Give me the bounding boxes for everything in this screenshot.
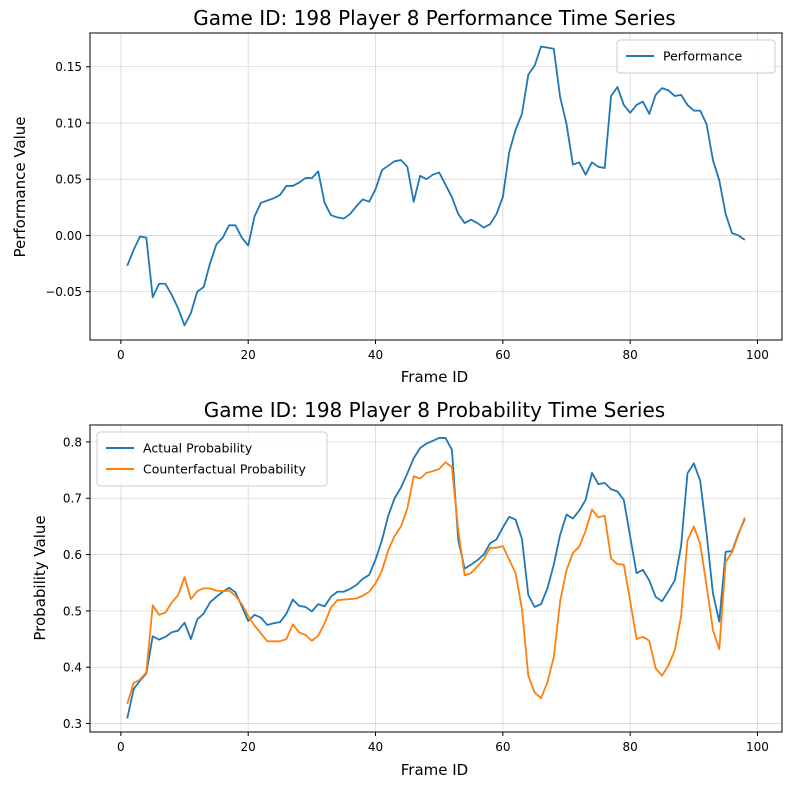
performance-x-tick-label: 20 bbox=[241, 348, 256, 362]
performance-y-tick-label: 0.05 bbox=[55, 173, 82, 187]
performance-line bbox=[126, 45, 746, 327]
counterfactual-probability-legend-label: Counterfactual Probability bbox=[143, 462, 306, 477]
performance-y-tick-label: 0.15 bbox=[55, 60, 82, 74]
probability-y-axis-label: Probability Value bbox=[31, 515, 49, 640]
probability-x-tick-label: 40 bbox=[368, 740, 383, 754]
performance-chart-panel: Game ID: 198 Player 8 Performance Time S… bbox=[11, 6, 783, 386]
performance-legend-label: Performance bbox=[663, 49, 743, 64]
performance-y-tick-label: −0.05 bbox=[45, 285, 82, 299]
probability-x-tick-label: 80 bbox=[623, 740, 638, 754]
probability-y-tick-label: 0.8 bbox=[63, 435, 82, 449]
performance-chart-title: Game ID: 198 Player 8 Performance Time S… bbox=[193, 6, 675, 30]
performance-ticks: 0 20 40 60 80 100 −0.05 0.00 0.05 0.10 0.15 bbox=[45, 60, 769, 362]
probability-x-tick-label: 100 bbox=[746, 740, 769, 754]
performance-legend: Performance bbox=[616, 39, 776, 74]
probability-y-tick-label: 0.3 bbox=[63, 717, 82, 731]
probability-legend-box bbox=[96, 431, 328, 487]
probability-chart-title: Game ID: 198 Player 8 Probability Time S… bbox=[204, 398, 665, 422]
performance-y-tick-label: 0.10 bbox=[55, 116, 82, 130]
actual-probability-line bbox=[126, 437, 746, 719]
probability-x-tick-label: 20 bbox=[241, 740, 256, 754]
probability-y-tick-label: 0.6 bbox=[63, 548, 82, 562]
performance-x-axis-label: Frame ID bbox=[401, 368, 468, 386]
counterfactual-probability-line bbox=[126, 461, 746, 705]
probability-y-tick-label: 0.4 bbox=[63, 661, 82, 675]
probability-y-tick-label: 0.5 bbox=[63, 604, 82, 618]
probability-chart-panel: Game ID: 198 Player 8 Probability Time S… bbox=[31, 398, 783, 779]
probability-legend: Actual Probability Counterfactual Probabi… bbox=[96, 431, 328, 487]
probability-plot-frame bbox=[89, 424, 783, 733]
performance-legend-box bbox=[616, 39, 776, 74]
performance-x-tick-label: 40 bbox=[368, 348, 383, 362]
performance-lines bbox=[126, 45, 746, 327]
performance-plot-frame bbox=[89, 32, 783, 341]
probability-x-tick-label: 60 bbox=[495, 740, 510, 754]
actual-probability-legend-label: Actual Probability bbox=[143, 441, 253, 456]
performance-y-axis-label: Performance Value bbox=[11, 116, 29, 257]
probability-x-axis-label: Frame ID bbox=[401, 761, 468, 779]
performance-x-tick-label: 80 bbox=[623, 348, 638, 362]
performance-y-tick-label: 0.00 bbox=[55, 229, 82, 243]
performance-x-tick-label: 60 bbox=[495, 348, 510, 362]
performance-x-tick-label: 0 bbox=[117, 348, 125, 362]
performance-x-tick-label: 100 bbox=[746, 348, 769, 362]
probability-x-tick-label: 0 bbox=[117, 740, 125, 754]
probability-lines bbox=[126, 437, 746, 719]
probability-y-tick-label: 0.7 bbox=[63, 492, 82, 506]
probability-ticks: 0 20 40 60 80 100 0.3 0.4 0.5 0.6 0.7 0.8 bbox=[63, 435, 769, 754]
